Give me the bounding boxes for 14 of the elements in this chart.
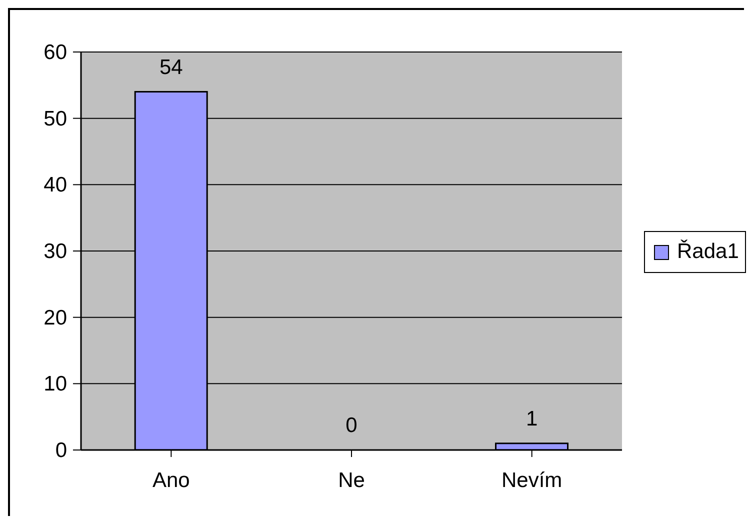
y-tick-label: 30 [44,240,67,262]
x-tick-label: Ne [338,469,365,492]
y-tick-label: 50 [44,106,67,130]
data-label: 1 [526,407,538,430]
x-tick-label: Nevím [501,469,562,492]
legend-label: Řada1 [677,240,739,263]
data-label: 0 [346,414,358,437]
y-tick-label: 60 [44,40,67,64]
y-tick-label: 10 [44,372,67,396]
y-tick-label: 20 [44,306,67,329]
data-label: 54 [159,56,184,79]
y-tick-label: 0 [55,438,67,462]
x-tick-label: Ano [152,469,190,492]
y-tick-label: 40 [44,173,67,196]
